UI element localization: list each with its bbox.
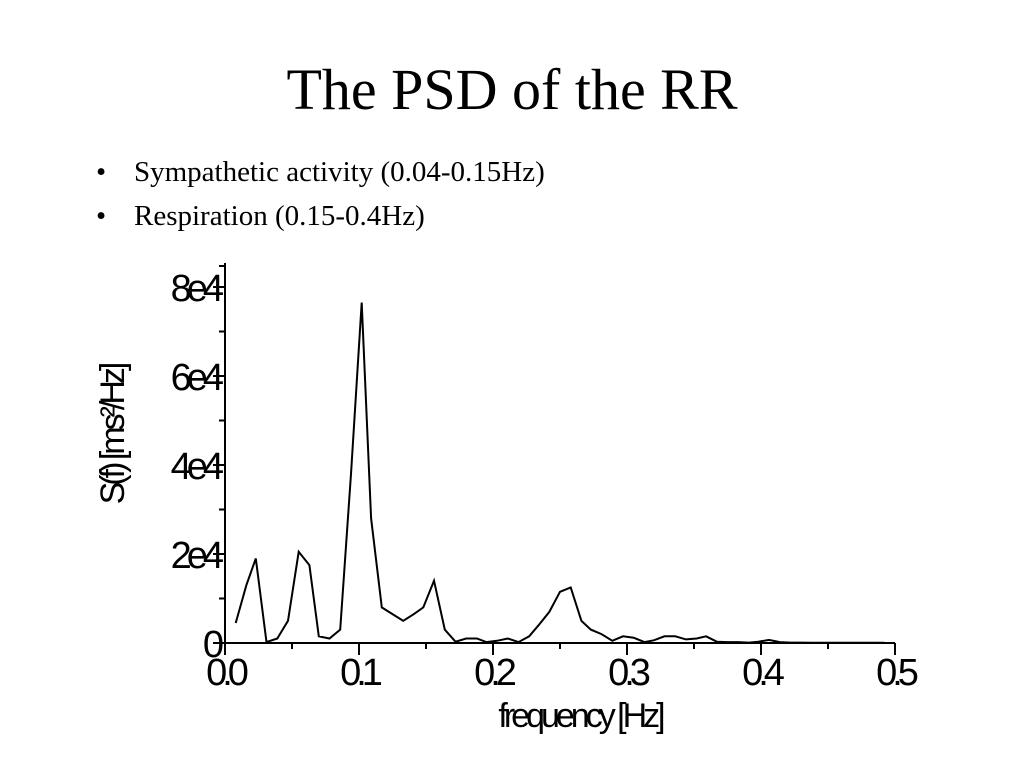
y-tick-label: 6e4 xyxy=(171,357,224,399)
bullet-item: • Sympathetic activity (0.04-0.15Hz) xyxy=(96,150,545,194)
y-tick-label: 2e4 xyxy=(171,535,224,577)
psd-series-line xyxy=(234,302,885,644)
x-tick-label: 0.0 xyxy=(206,652,248,694)
x-tick-label: 0.5 xyxy=(876,652,918,694)
bullet-item: • Respiration (0.15-0.4Hz) xyxy=(96,194,545,238)
y-axis-label: S(f) [ms²/Hz] xyxy=(94,363,132,504)
y-tick-label: 4e4 xyxy=(171,446,224,488)
bullet-marker: • xyxy=(96,156,107,188)
bullet-marker: • xyxy=(96,200,107,232)
bullet-text: Respiration (0.15-0.4Hz) xyxy=(134,200,425,232)
bullet-text: Sympathetic activity (0.04-0.15Hz) xyxy=(134,156,545,188)
x-tick-label: 0.1 xyxy=(340,652,382,694)
bullet-list: • Sympathetic activity (0.04-0.15Hz) • R… xyxy=(96,150,545,238)
x-tick-label: 0.2 xyxy=(474,652,516,694)
slide-title: The PSD of the RR xyxy=(286,57,738,122)
x-axis-label: frequency [Hz] xyxy=(498,697,664,735)
x-tick-label: 0.4 xyxy=(742,652,785,694)
y-tick-label: 8e4 xyxy=(171,268,224,310)
x-tick-label: 0.3 xyxy=(608,652,650,694)
